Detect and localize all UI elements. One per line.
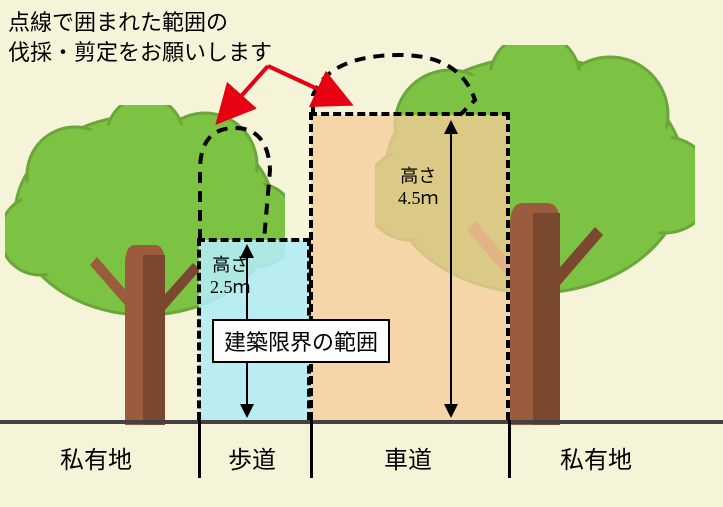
ground-line	[0, 420, 723, 424]
boundary-line-1	[198, 420, 201, 478]
roadway-height-label: 高さ 4.5ｍ	[398, 166, 439, 209]
clearance-diagram: 高さ 2.5ｍ 高さ 4.5ｍ 建築限界の範囲 私有地 歩道 車道 私有地	[0, 0, 723, 507]
caption-text: 点線で囲まれた範囲の 伐採・剪定をお願いします	[8, 8, 272, 67]
label-private-right: 私有地	[560, 440, 632, 475]
boundary-line-3	[508, 420, 511, 478]
boundary-label: 建築限界の範囲	[212, 319, 390, 363]
sidewalk-height-label: 高さ 2.5ｍ	[210, 255, 251, 298]
label-roadway: 車道	[384, 440, 432, 475]
boundary-line-2	[310, 420, 313, 478]
label-sidewalk: 歩道	[228, 440, 276, 475]
roadway-clearance-box	[309, 112, 510, 420]
roadway-height-arrow	[444, 120, 458, 418]
label-private-left: 私有地	[60, 440, 132, 475]
